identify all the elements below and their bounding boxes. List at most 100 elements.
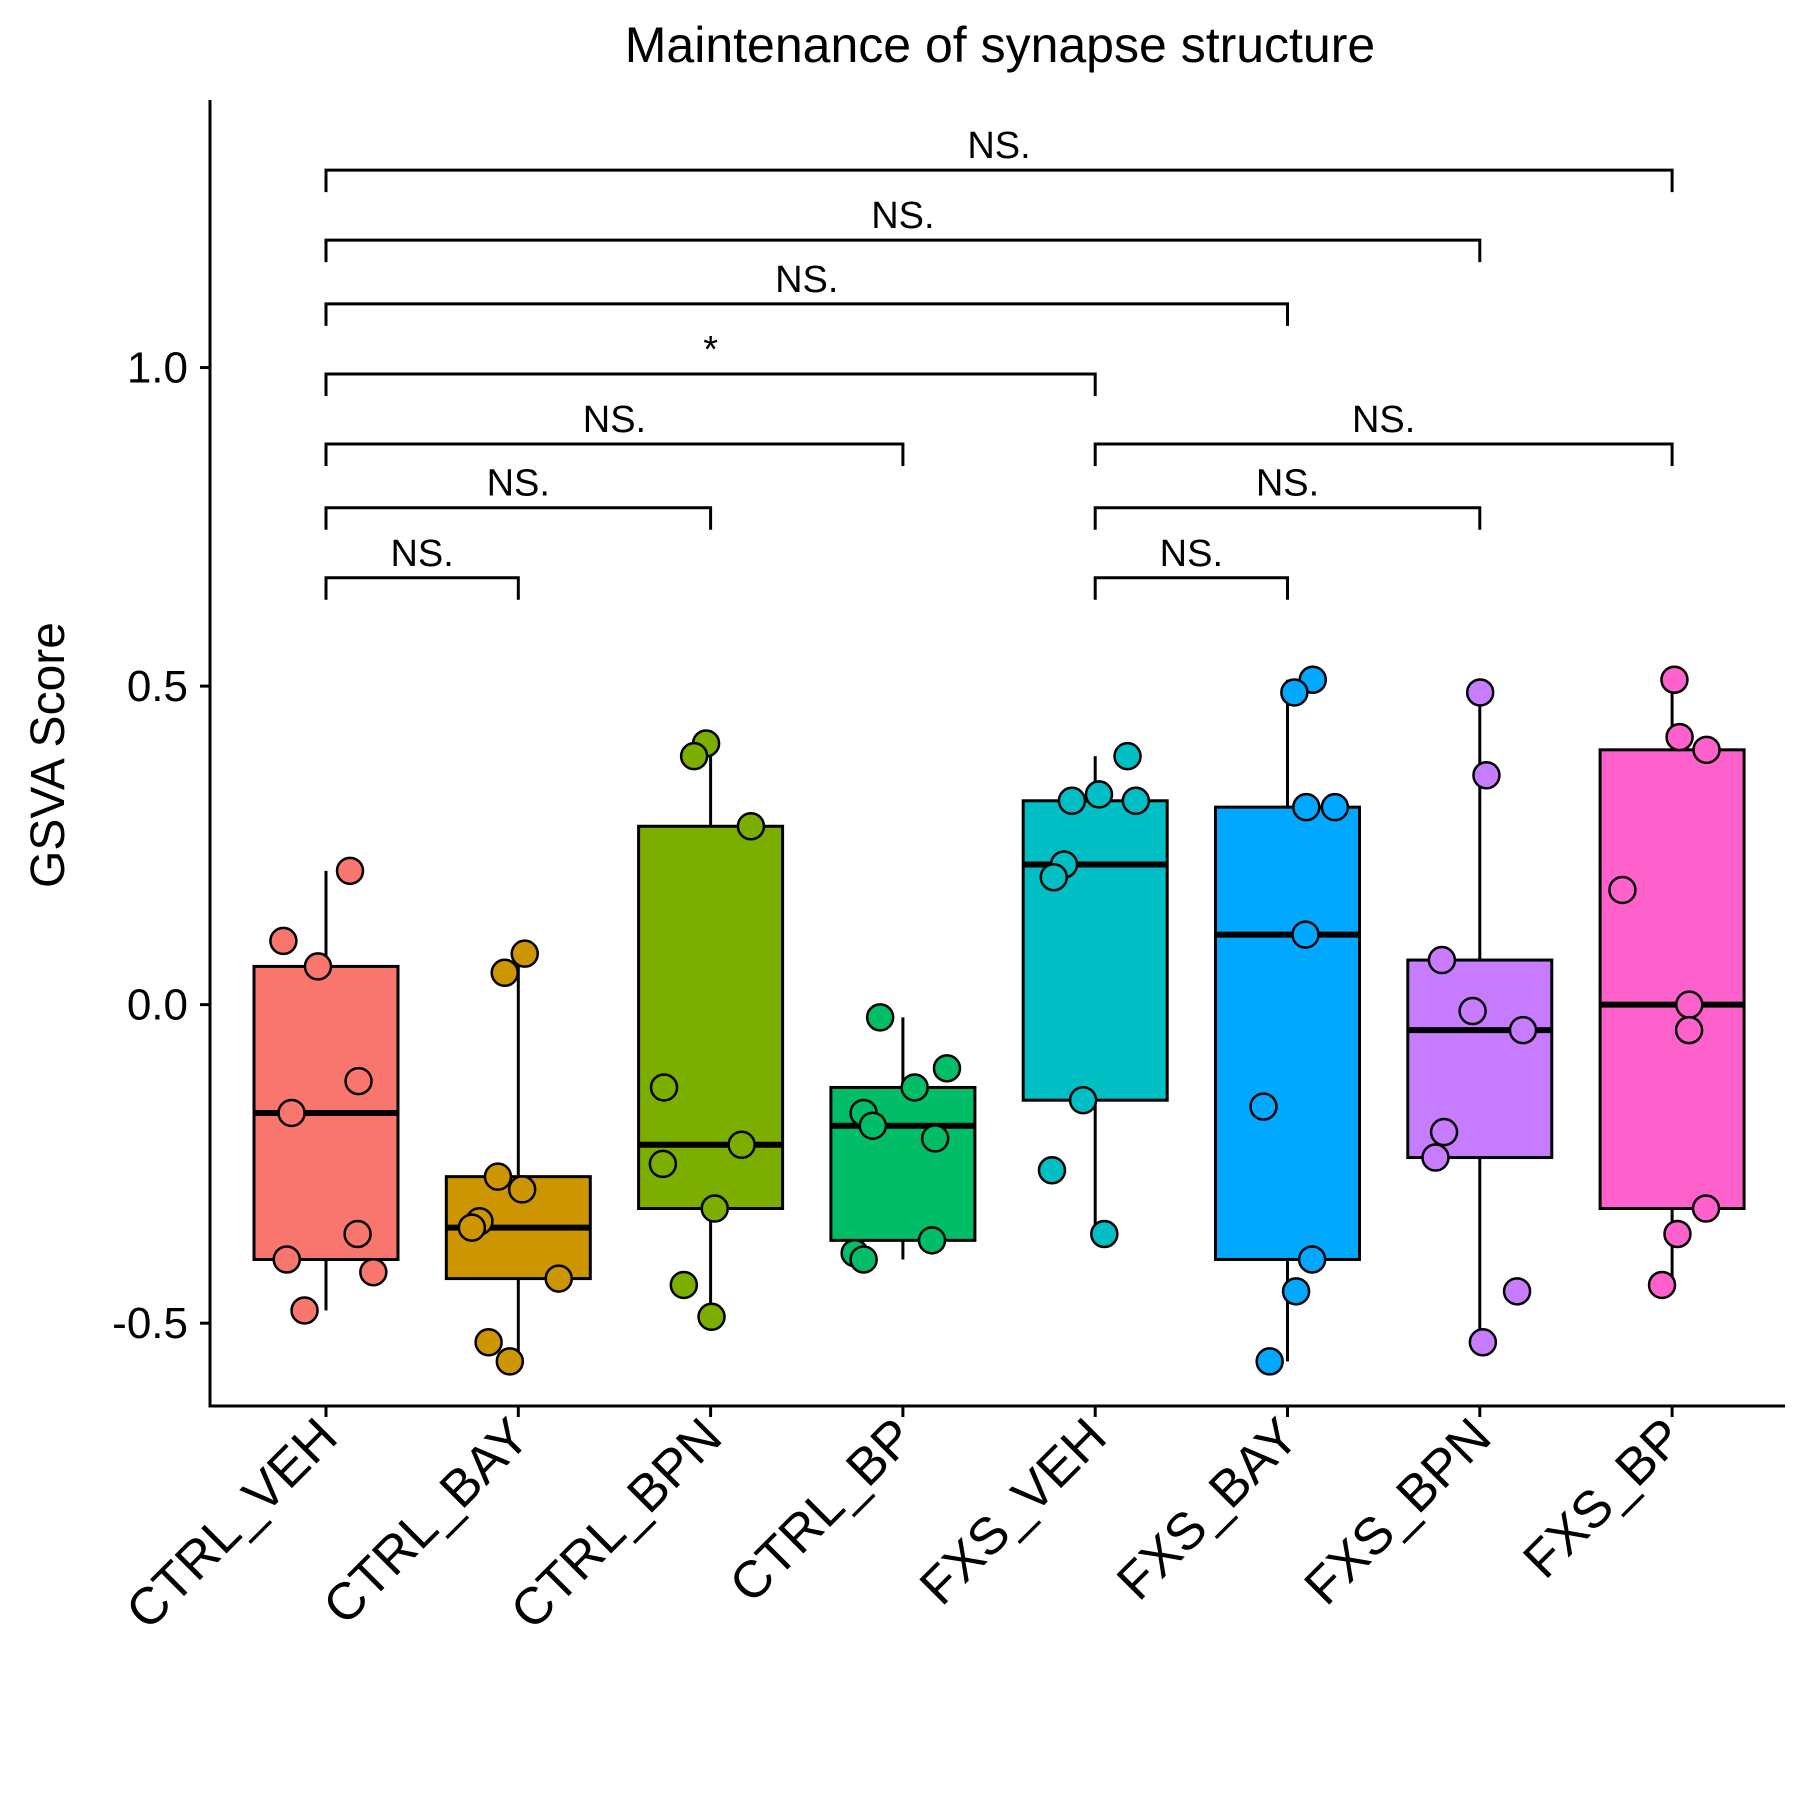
data-point: [1320, 792, 1350, 822]
significance-bracket: [324, 238, 1482, 263]
data-point: [544, 1264, 573, 1293]
x-tick-label: FXS_VEH: [909, 1407, 1118, 1616]
data-point: [272, 1245, 302, 1274]
significance-label: NS.: [583, 399, 646, 441]
data-point: [359, 1257, 388, 1287]
significance-label: *: [703, 329, 718, 371]
data-point: [1660, 665, 1689, 694]
data-point: [1291, 920, 1320, 949]
data-point: [865, 1003, 895, 1032]
significance-label: NS.: [775, 259, 838, 301]
data-point: [736, 812, 766, 841]
data-point: [1465, 678, 1495, 707]
data-point: [1608, 875, 1637, 905]
data-point: [1692, 735, 1721, 765]
data-point: [269, 926, 298, 956]
data-point: [1508, 1015, 1538, 1045]
box-iqr: [1406, 958, 1554, 1160]
data-point: [495, 1347, 525, 1376]
data-point: [507, 1175, 537, 1204]
data-point: [474, 1328, 503, 1357]
significance-label: NS.: [967, 125, 1030, 167]
box-iqr: [1021, 799, 1169, 1102]
data-point: [1472, 761, 1501, 790]
x-tick-label: CTRL_BP: [719, 1407, 926, 1614]
significance-bracket: [1093, 506, 1482, 530]
data-point: [1675, 990, 1704, 1019]
significance-label: NS.: [487, 463, 550, 505]
data-point: [648, 1149, 678, 1179]
data-point: [1429, 1117, 1459, 1147]
data-point: [1674, 1015, 1704, 1045]
data-point: [849, 1245, 878, 1274]
significance-bracket: [324, 168, 1674, 193]
data-point: [343, 1219, 372, 1249]
data-point: [1057, 786, 1087, 816]
x-tick-label: CTRL_BPN: [500, 1407, 733, 1640]
data-point: [1468, 1328, 1498, 1357]
data-point: [900, 1073, 929, 1102]
data-point: [483, 1162, 513, 1191]
significance-label: NS.: [1256, 463, 1319, 505]
data-point: [1281, 1277, 1311, 1306]
data-point: [335, 856, 365, 886]
significance-label: NS.: [390, 533, 453, 575]
box-iqr: [1598, 748, 1746, 1211]
data-point: [290, 1296, 319, 1325]
significance-bracket: [324, 372, 1097, 396]
data-point: [344, 1066, 373, 1096]
data-point: [1039, 862, 1069, 892]
data-point: [669, 1270, 699, 1300]
data-point: [1297, 1245, 1327, 1274]
data-point: [1427, 945, 1457, 975]
significance-bracket: [1093, 442, 1674, 467]
y-tick-label: 1.0: [127, 344, 188, 393]
x-tick-label: FXS_BAY: [1106, 1407, 1310, 1611]
chart-title: Maintenance of synapse structure: [625, 17, 1375, 73]
significance-bracket: [324, 506, 713, 530]
data-point: [1037, 1156, 1067, 1185]
data-point: [1068, 1085, 1098, 1115]
significance-bracket: [1093, 576, 1289, 600]
data-point: [1502, 1277, 1532, 1306]
data-point: [510, 939, 539, 968]
data-point: [1121, 786, 1151, 816]
data-point: [457, 1213, 487, 1242]
significance-bracket: [324, 576, 520, 600]
data-point: [858, 1111, 888, 1140]
data-point: [1255, 1347, 1284, 1376]
significance-label: NS.: [1352, 399, 1415, 441]
significance-label: NS.: [871, 195, 934, 237]
data-point: [1280, 678, 1309, 707]
x-tick-label: FXS_BPN: [1294, 1407, 1503, 1616]
data-point: [1663, 1219, 1692, 1249]
data-point: [1421, 1143, 1450, 1172]
x-tick-label: FXS_BP: [1513, 1407, 1695, 1589]
data-point: [727, 1130, 756, 1160]
data-point: [679, 741, 709, 771]
data-point: [1113, 741, 1142, 771]
significance-bracket: [324, 302, 1289, 326]
data-point: [1084, 780, 1114, 809]
data-point: [920, 1124, 950, 1153]
y-tick-label: 0.5: [127, 662, 188, 711]
x-tick-label: CTRL_VEH: [115, 1407, 348, 1640]
y-axis-label: GSVA Score: [22, 622, 75, 888]
data-point: [490, 958, 519, 988]
data-point: [277, 1098, 306, 1128]
data-point: [1691, 1194, 1721, 1223]
data-point: [1665, 722, 1694, 752]
data-point: [932, 1054, 962, 1083]
data-point: [303, 952, 333, 981]
data-point: [649, 1073, 679, 1102]
data-point: [1458, 996, 1487, 1026]
significance-bracket: [324, 442, 905, 467]
data-point: [1292, 792, 1321, 822]
box-iqr: [1214, 805, 1361, 1261]
data-point: [1090, 1219, 1119, 1249]
significance-brackets: NS. NS. NS. * NS. NS. NS. NS. NS. NS.: [324, 125, 1674, 600]
data-point: [1647, 1270, 1677, 1300]
data-points: [269, 665, 1721, 1376]
y-tick-label: 0.0: [127, 981, 188, 1030]
